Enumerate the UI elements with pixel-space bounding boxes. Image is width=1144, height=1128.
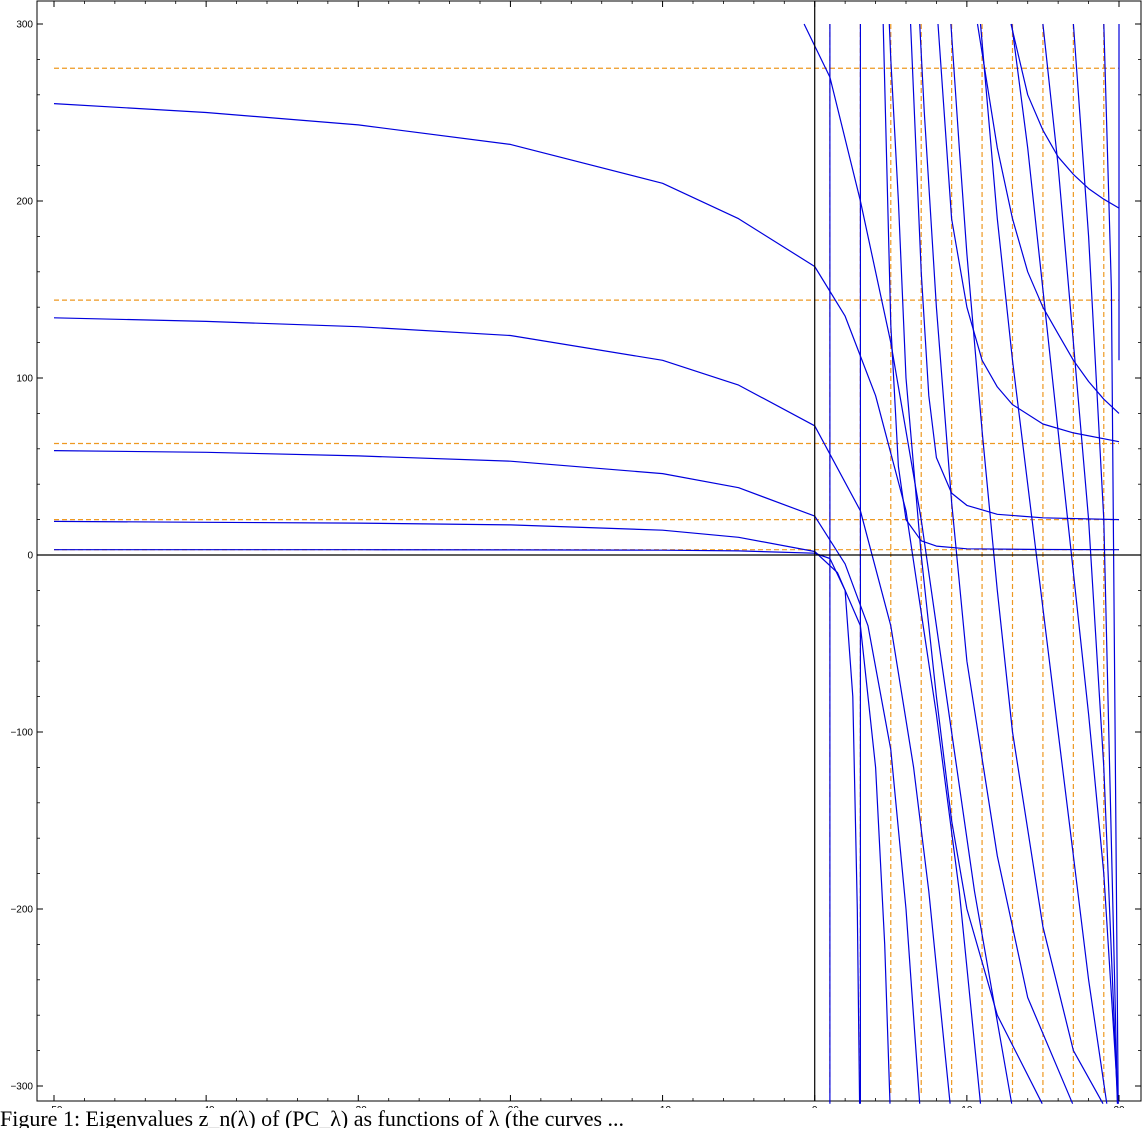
eigenvalue-curve-4 [53, 317, 951, 1104]
eigenvalue-curve-18 [1011, 23, 1119, 1104]
eigenvalue-curve-5 [53, 103, 982, 1104]
asymptote-layer [54, 24, 1119, 1096]
figure-caption: Figure 1: Eigenvalues z_n(λ) of (PC_λ) a… [0, 1108, 625, 1128]
eigenvalue-curve-3 [53, 450, 921, 1104]
eigenvalue-curve-14 [950, 23, 1104, 1104]
y-tick-label: −100 [10, 728, 33, 739]
eigenvalue-curve-2 [53, 520, 891, 1104]
y-tick-label: 100 [16, 374, 33, 385]
x-tick-label: 0 [812, 1105, 818, 1108]
x-tick-label: −10 [654, 1105, 671, 1108]
eigenvalue-curve-15 [976, 23, 1120, 414]
y-tick-label: 200 [16, 197, 33, 208]
eigenvalue-curve-20 [1072, 23, 1119, 1104]
eigenvalue-curve-21 [1103, 23, 1119, 1104]
tick-layer: −50−40−30−20−1001020−300−200−10001002003… [10, 1, 1141, 1108]
axis-layer [37, 1, 1141, 1101]
eigenvalue-curve-13 [937, 23, 1120, 443]
eigenvalue-curve-9 [882, 23, 1120, 551]
eigenvalue-curve-19 [1042, 23, 1119, 1104]
y-tick-label: −300 [10, 1082, 33, 1093]
x-tick-label: 10 [961, 1105, 973, 1108]
curve-layer [53, 23, 1120, 1104]
x-tick-label: 20 [1113, 1105, 1125, 1108]
x-tick-label: −20 [502, 1105, 519, 1108]
eigenvalue-curve-11 [910, 23, 1120, 521]
x-tick-label: −40 [198, 1105, 215, 1108]
y-tick-label: 300 [16, 20, 33, 31]
eigenvalue-curve-6 [803, 23, 1013, 1104]
x-tick-label: −50 [46, 1105, 63, 1108]
x-tick-label: −30 [350, 1105, 367, 1108]
eigenvalue-curve-16 [979, 23, 1108, 1104]
plot-frame [36, 0, 1142, 1102]
eigenvalue-curve-12 [919, 23, 1074, 1104]
eigenvalue-curve-17 [1010, 23, 1120, 209]
eigenvalue-curve-1 [54, 549, 861, 1104]
y-tick-label: −200 [10, 905, 33, 916]
y-tick-label: 0 [27, 551, 33, 562]
eigenvalue-curve-10 [888, 23, 1043, 1104]
